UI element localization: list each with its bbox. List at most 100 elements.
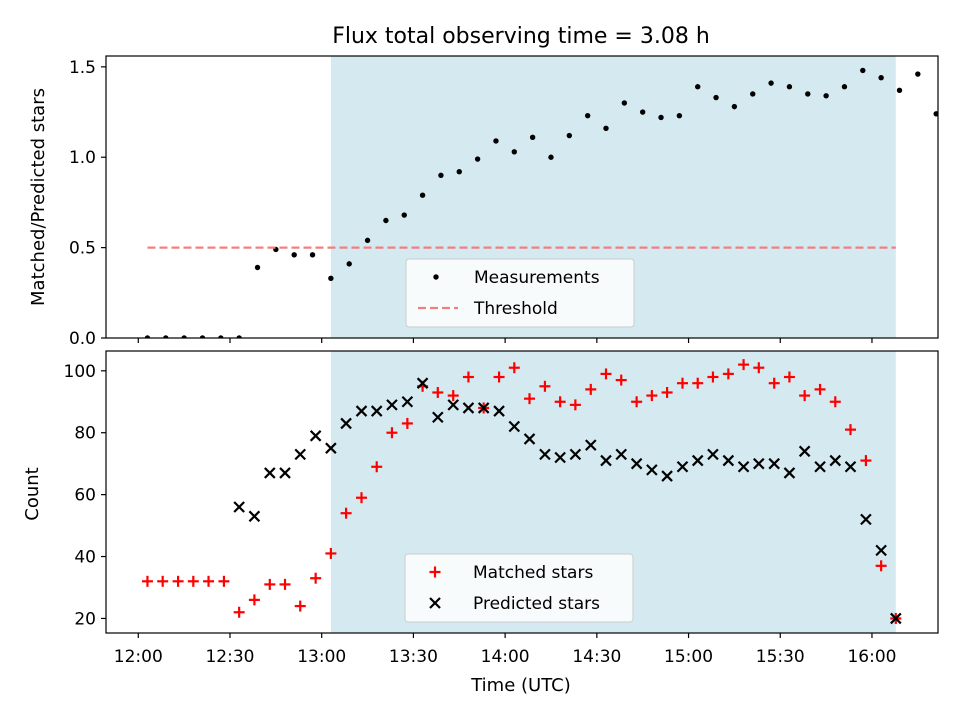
matched-star-point <box>294 600 306 612</box>
y-tick-label: 1.5 <box>69 58 96 78</box>
matched-star-point <box>356 492 368 504</box>
predicted-star-point <box>462 402 475 414</box>
bottom-y-axis-label: Count <box>22 467 43 520</box>
measurement-point <box>346 261 352 267</box>
measurement-point <box>438 172 444 179</box>
measurement-point <box>236 335 242 338</box>
matched-star-point <box>432 386 444 398</box>
predicted-star-point <box>829 454 842 467</box>
measurement-point <box>952 89 957 94</box>
matched-star-point <box>600 368 612 380</box>
y-tick-label: 20 <box>74 609 96 629</box>
measurement-point <box>309 252 316 258</box>
bottom-panel: 20 40 60 80 100 12:00 12:30 13:00 13:30 14:00 14:3… <box>64 350 939 667</box>
matched-star-point <box>722 368 734 380</box>
measurement-point <box>401 212 407 218</box>
predicted-star-point <box>493 405 505 417</box>
predicted-star-point <box>309 430 322 442</box>
predicted-star-point <box>325 442 337 454</box>
legend-measurement-swatch <box>433 274 439 280</box>
matched-star-point <box>264 578 276 590</box>
matched-star-point <box>845 424 857 436</box>
predicted-star-point <box>416 377 429 389</box>
chart-title: Flux total observing time = 3.08 h <box>332 24 710 49</box>
y-tick-label: 1.0 <box>69 148 96 168</box>
legend-matched-swatch <box>429 566 441 578</box>
x-tick-label: 14:30 <box>572 647 621 667</box>
measurement-point <box>328 275 334 282</box>
predicted-star-point <box>264 467 276 479</box>
measurement-point <box>621 100 628 106</box>
matched-star-point <box>508 362 520 374</box>
legend-box <box>404 553 634 623</box>
predicted-star-point <box>646 464 658 476</box>
predicted-star-point <box>844 460 857 473</box>
predicted-star-point <box>386 399 398 411</box>
matched-star-point <box>386 427 398 439</box>
y-tick-label: 0.5 <box>69 239 96 259</box>
measurement-point <box>493 138 499 144</box>
matched-star-point <box>753 362 765 374</box>
matched-star-point <box>172 575 184 587</box>
measurement-point <box>603 125 609 132</box>
predicted-star-point <box>233 501 245 513</box>
measurement-point <box>144 335 151 338</box>
measurement-point <box>474 156 481 162</box>
legend: Matched stars Predicted stars <box>404 553 634 623</box>
matched-star-point <box>340 507 352 519</box>
predicted-star-point <box>737 460 750 473</box>
x-tick-label: 13:00 <box>297 647 346 667</box>
plot-area <box>141 359 902 625</box>
measurement-point <box>639 109 646 115</box>
predicted-star-point <box>676 460 689 473</box>
matched-star-point <box>707 371 719 383</box>
measurement-point <box>364 237 371 244</box>
predicted-star-point <box>585 439 597 451</box>
measurement-point <box>218 335 224 338</box>
measurement-point <box>786 84 793 90</box>
matched-star-point <box>783 371 795 383</box>
predicted-star-point <box>523 433 536 445</box>
predicted-star-point <box>370 405 383 417</box>
matched-star-point <box>462 371 474 383</box>
predicted-star-point <box>294 448 307 461</box>
y-tick-label: 80 <box>74 424 96 444</box>
y-tick-label: 40 <box>74 548 96 568</box>
predicted-star-point <box>340 417 352 430</box>
predicted-star-point <box>783 467 796 479</box>
predicted-star-point <box>691 454 704 467</box>
x-tick-label: 16:00 <box>847 647 896 667</box>
predicted-star-point <box>432 411 444 424</box>
measurement-point <box>456 168 462 175</box>
predicted-star-point <box>355 405 368 417</box>
x-tick-label: 15:30 <box>756 647 805 667</box>
legend-label: Measurements <box>474 268 600 288</box>
legend: Measurements Threshold <box>405 258 635 328</box>
matched-star-point <box>493 371 505 383</box>
matched-star-point <box>539 380 551 392</box>
matched-star-point <box>524 393 536 405</box>
x-tick-label: 14:00 <box>481 647 530 667</box>
x-tick-label: 13:30 <box>389 647 438 667</box>
matched-star-point <box>203 575 215 587</box>
x-tick-label: 15:00 <box>664 647 713 667</box>
measurement-point <box>860 67 866 74</box>
measurement-point <box>181 335 187 338</box>
measurement-point <box>695 84 701 90</box>
predicted-star-point <box>615 448 628 461</box>
legend-box <box>405 258 635 328</box>
matched-star-point <box>615 374 627 386</box>
measurement-point <box>915 71 921 77</box>
measurement-point <box>713 94 719 101</box>
measurement-point <box>511 149 517 155</box>
measurement-point <box>768 80 774 86</box>
measurement-point <box>823 93 829 99</box>
predicted-star-point <box>661 470 673 482</box>
matched-star-point <box>860 455 872 467</box>
predicted-star-point <box>890 612 902 625</box>
measurement-point <box>658 114 664 121</box>
measurement-point <box>896 87 903 94</box>
matched-star-point <box>187 575 199 587</box>
predicted-star-point <box>753 457 765 470</box>
matched-star-point <box>829 396 841 408</box>
